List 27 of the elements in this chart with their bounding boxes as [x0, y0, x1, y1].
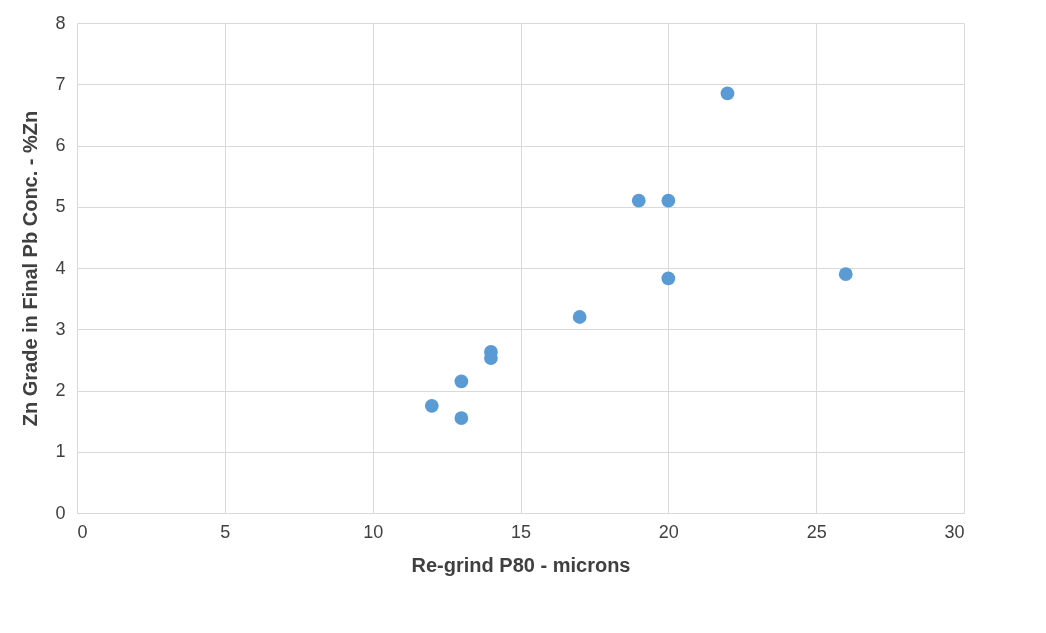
y-tick-label: 0	[55, 502, 66, 523]
y-tick-label: 1	[55, 441, 66, 462]
point	[454, 374, 469, 389]
point	[661, 271, 676, 286]
y-tick-label: 5	[55, 196, 66, 217]
y-tick-label: 8	[55, 12, 66, 33]
point	[661, 193, 676, 208]
point	[454, 411, 469, 425]
y-tick-label: 6	[55, 135, 66, 155]
point	[424, 398, 439, 413]
point	[572, 310, 587, 324]
x-tick-label: 0	[77, 521, 88, 542]
point	[720, 86, 735, 101]
y-axis-title: Zn Grade in Final Pb Conc. - %Zn	[19, 110, 42, 427]
y-tick-label: 4	[55, 257, 66, 278]
y-tick-label: 2	[55, 380, 66, 400]
x-tick-label: 20	[658, 521, 679, 542]
x-tick-label: 5	[220, 521, 231, 542]
x-tick-label: 10	[363, 521, 384, 542]
point	[631, 193, 646, 208]
x-axis-title: Re-grind P80 - microns	[411, 553, 631, 576]
x-tick-label: 30	[944, 521, 965, 542]
x-tick-label: 25	[806, 521, 827, 542]
point	[838, 267, 853, 281]
y-tick-label: 7	[55, 73, 66, 94]
y-tick-label: 3	[55, 318, 66, 339]
x-tick-label: 15	[510, 521, 532, 542]
